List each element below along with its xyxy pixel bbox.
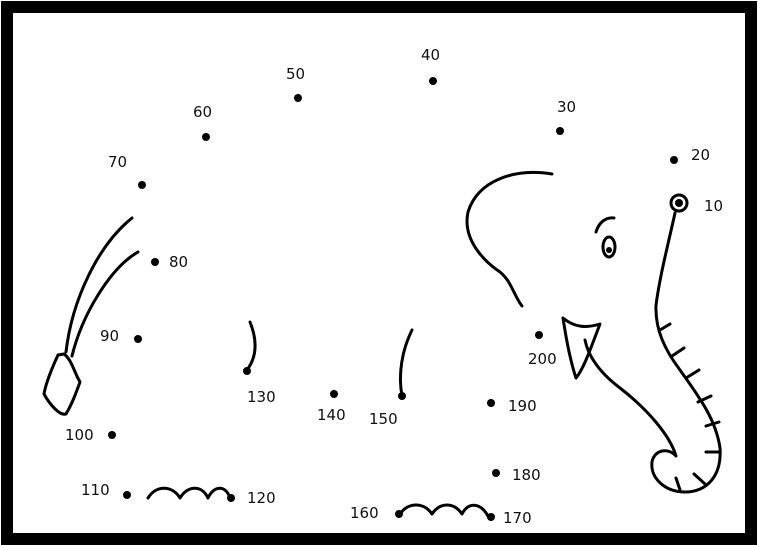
dot-label: 100: [65, 426, 94, 444]
dot-label: 20: [691, 146, 710, 164]
elephant-eye: [601, 235, 617, 259]
dot-label: 120: [247, 489, 276, 507]
dot-marker[interactable]: [108, 431, 116, 439]
trunk-wrinkle: [658, 322, 672, 332]
dot-40[interactable]: 40: [421, 46, 440, 85]
trunk-wrinkle: [684, 368, 701, 380]
dot-label: 140: [317, 406, 346, 424]
dot-label: 150: [369, 410, 398, 428]
toes: [398, 503, 490, 518]
dot-label: 10: [704, 197, 723, 215]
dot-marker[interactable]: [151, 258, 159, 266]
elephant-eye-pupil: [606, 247, 612, 253]
dot-10[interactable]: 10: [675, 197, 723, 215]
dot-90[interactable]: 90: [100, 327, 142, 345]
dot-marker[interactable]: [202, 133, 210, 141]
dot-60[interactable]: 60: [193, 103, 212, 141]
dot-label: 90: [100, 327, 119, 345]
trunk-wrinkle: [704, 420, 721, 428]
elephant-tusk: [561, 316, 602, 380]
dot-marker[interactable]: [675, 199, 683, 207]
trunk-wrinkle: [670, 346, 686, 358]
tail-strand: [70, 250, 140, 358]
dot-label: 50: [286, 65, 305, 83]
dot-50[interactable]: 50: [286, 65, 305, 102]
dot-marker[interactable]: [330, 390, 338, 398]
leg-contour: [245, 320, 257, 372]
dot-marker[interactable]: [487, 399, 495, 407]
dot-110[interactable]: 110: [81, 481, 131, 499]
dot-label: 70: [108, 153, 127, 171]
tail-strand: [64, 216, 134, 354]
dot-marker[interactable]: [227, 494, 235, 502]
trunk-wrinkle: [692, 472, 707, 486]
dot-marker[interactable]: [294, 94, 302, 102]
dot-marker[interactable]: [138, 181, 146, 189]
dot-label: 40: [421, 46, 440, 64]
dot-label: 170: [503, 509, 532, 527]
dot-160[interactable]: 160: [350, 504, 403, 522]
dot-170[interactable]: 170: [487, 509, 532, 527]
toes: [146, 486, 232, 500]
dot-label: 190: [508, 397, 537, 415]
elephant-ear-outline: [465, 171, 554, 308]
dot-marker[interactable]: [429, 77, 437, 85]
dot-20[interactable]: 20: [670, 146, 710, 164]
dot-marker[interactable]: [395, 510, 403, 518]
dot-190[interactable]: 190: [487, 397, 537, 415]
dot-100[interactable]: 100: [65, 426, 116, 444]
dot-150[interactable]: 150: [369, 392, 406, 428]
trunk-tip-ring: [669, 193, 689, 213]
leg-contour: [398, 328, 414, 398]
dot-label: 180: [512, 466, 541, 484]
dot-marker[interactable]: [492, 469, 500, 477]
dot-70[interactable]: 70: [108, 153, 146, 189]
dot-marker[interactable]: [134, 335, 142, 343]
dot-marker[interactable]: [243, 367, 251, 375]
dot-marker[interactable]: [556, 127, 564, 135]
dot-140[interactable]: 140: [317, 390, 346, 424]
elephant-eyebrow: [594, 216, 616, 234]
dot-130[interactable]: 130: [243, 367, 276, 406]
dot-label: 60: [193, 103, 212, 121]
elephant-tail: [42, 216, 140, 416]
dot-label: 130: [247, 388, 276, 406]
trunk-wrinkle: [696, 394, 713, 404]
dot-label: 110: [81, 481, 110, 499]
dot-80[interactable]: 80: [151, 253, 188, 271]
dot-marker[interactable]: [535, 331, 543, 339]
elephant-trunk: [583, 211, 722, 494]
dot-label: 80: [169, 253, 188, 271]
dot-marker[interactable]: [670, 156, 678, 164]
trunk-wrinkle: [674, 476, 682, 492]
elephant-legs: [146, 320, 490, 518]
dot-label: 160: [350, 504, 379, 522]
dot-30[interactable]: 30: [556, 98, 576, 135]
tail-tuft: [42, 352, 82, 416]
dot-marker[interactable]: [487, 513, 495, 521]
numbered-dots: 10 20 30 40 50 60 70 80: [65, 46, 723, 527]
dot-200[interactable]: 200: [528, 331, 557, 368]
dot-label: 30: [557, 98, 576, 116]
dot-marker[interactable]: [123, 491, 131, 499]
dot-label: 200: [528, 350, 557, 368]
dot-180[interactable]: 180: [492, 466, 541, 484]
dot-120[interactable]: 120: [227, 489, 276, 507]
elephant-artwork: [465, 171, 722, 494]
dot-marker[interactable]: [398, 392, 406, 400]
